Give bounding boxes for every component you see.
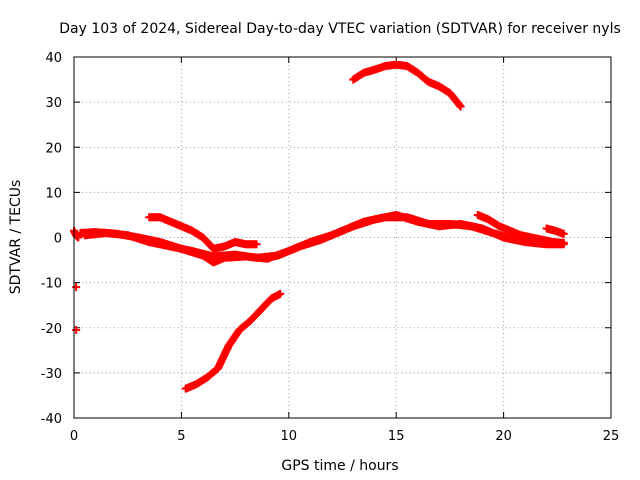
data-point: [276, 289, 285, 298]
data-point: [559, 229, 568, 238]
y-tick-label: -30: [41, 367, 62, 382]
x-tick-label: 0: [70, 429, 78, 444]
data-point: [559, 238, 568, 247]
x-tick-label: 20: [495, 429, 512, 444]
series-arc-main-2: [80, 213, 540, 262]
x-axis-label: GPS time / hours: [281, 458, 398, 474]
series-arc-left-edge: [70, 226, 83, 242]
data-points: [70, 60, 568, 393]
series-arc-rising-low: [181, 289, 285, 393]
y-tick-label: 10: [45, 186, 62, 201]
chart-title: Day 103 of 2024, Sidereal Day-to-day VTE…: [59, 21, 621, 37]
grid: [74, 57, 611, 418]
y-tick-label: -10: [41, 277, 62, 292]
y-tick-label: -20: [41, 322, 62, 337]
data-point: [456, 102, 465, 111]
y-tick-label: -40: [41, 412, 62, 427]
series-isolated-2: [72, 326, 81, 335]
y-tick-label: 20: [45, 141, 62, 156]
y-axis-label: SDTVAR / TECUs: [8, 180, 24, 295]
data-point: [72, 283, 81, 292]
y-tick-label: 0: [54, 232, 62, 247]
x-tick-label: 5: [177, 429, 185, 444]
y-tick-label: 30: [45, 96, 62, 111]
series-arc-upper-high: [349, 60, 465, 111]
series-arc-tail: [542, 224, 568, 238]
data-point: [72, 326, 81, 335]
y-tick-label: 40: [45, 51, 62, 66]
data-point: [74, 233, 83, 242]
x-tick-label: 10: [281, 429, 298, 444]
series-isolated-1: [72, 283, 81, 292]
axis-tick-labels: 0 5 10 15 20 25 -40 -30 -20 -10 0 10 20 30 40: [41, 51, 620, 444]
x-tick-label: 25: [603, 429, 620, 444]
series-arc-end: [473, 210, 568, 247]
series-arc-dip: [145, 213, 261, 253]
plot-frame: [73, 56, 612, 419]
data-point: [252, 240, 261, 249]
x-tick-label: 15: [388, 429, 405, 444]
